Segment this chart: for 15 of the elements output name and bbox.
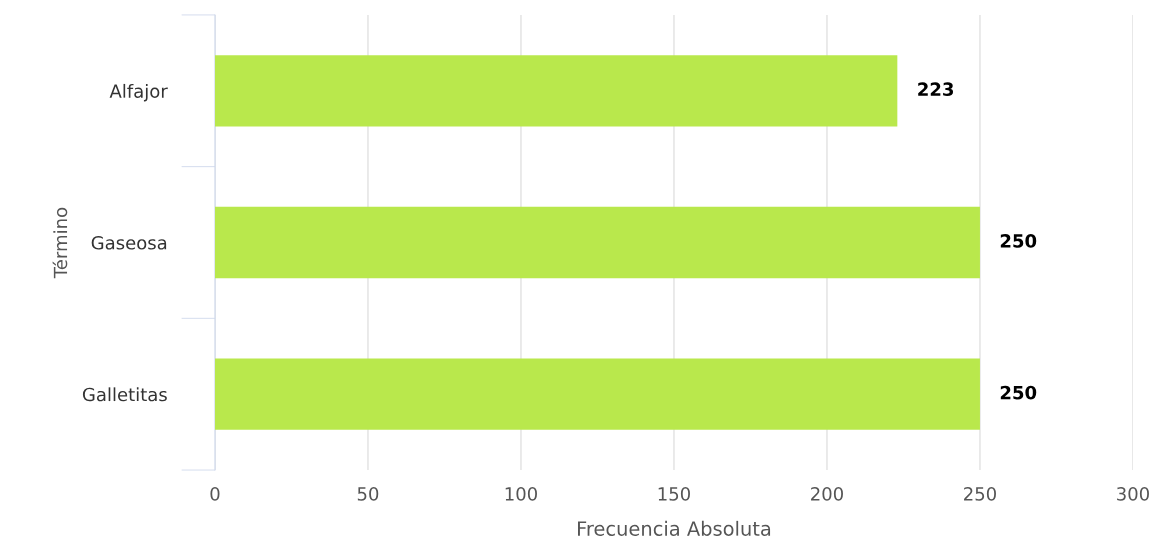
- x-tick-label: 300: [1117, 487, 1149, 501]
- y-tick-label: Galletitas: [82, 387, 167, 402]
- x-axis-title: Frecuencia Absoluta: [578, 520, 771, 536]
- data-label: 250: [1000, 385, 1037, 400]
- y-axis-title: Término: [52, 207, 68, 279]
- x-tick-label: 50: [357, 487, 379, 501]
- data-label: 223: [918, 82, 954, 97]
- x-tick-label: 0: [210, 487, 220, 501]
- y-tick-label: Gaseosa: [91, 235, 167, 250]
- x-tick-label: 150: [658, 487, 690, 501]
- y-tick-label: Alfajor: [109, 83, 168, 102]
- x-tick-label: 100: [505, 487, 537, 501]
- x-tick-label: 200: [811, 487, 843, 501]
- data-label: 250: [1000, 234, 1037, 248]
- x-tick-label: 250: [964, 487, 996, 501]
